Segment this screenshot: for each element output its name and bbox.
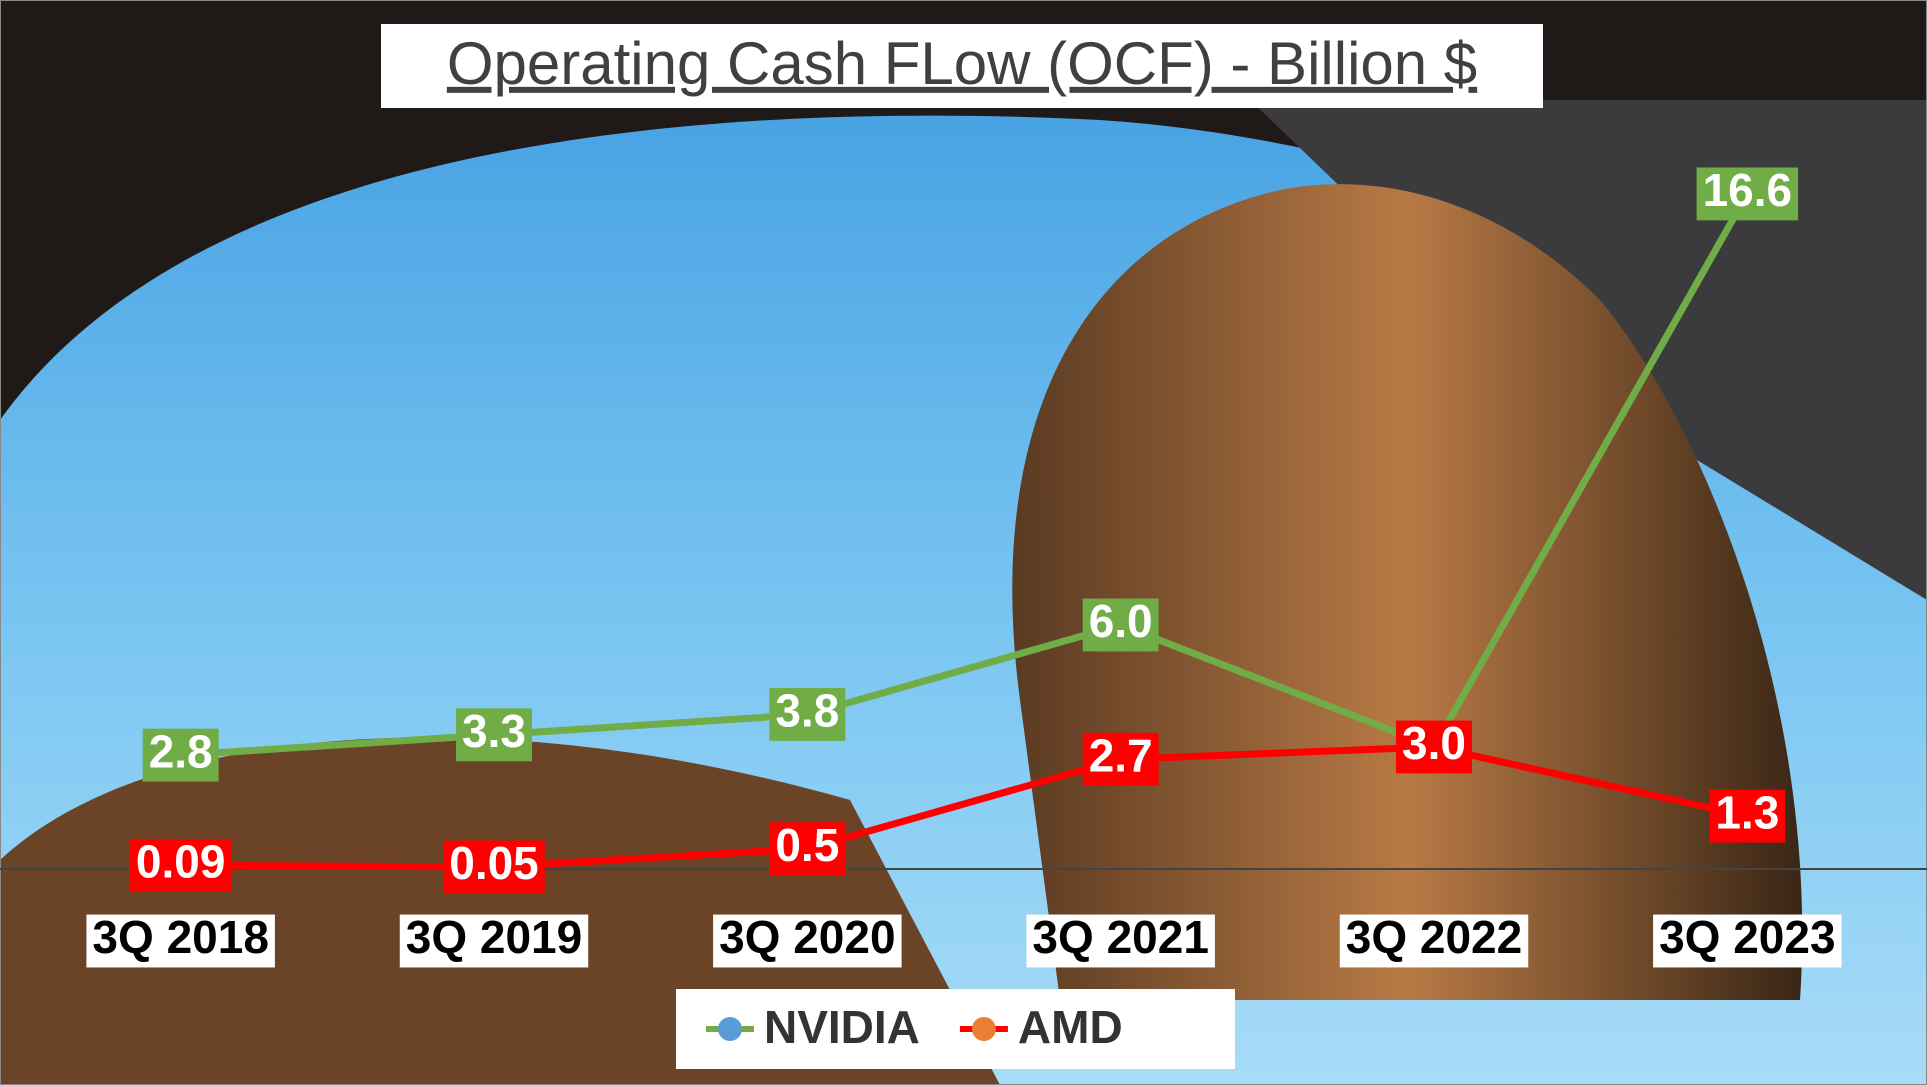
data-label-box — [1082, 598, 1159, 652]
x-tick-label-box — [399, 914, 589, 968]
legend-label: AMD — [1018, 1001, 1123, 1053]
x-tick-label: 3Q 2022 — [1346, 911, 1522, 963]
data-label-box — [142, 728, 219, 782]
legend-marker — [718, 1017, 742, 1041]
data-label-box — [769, 822, 846, 876]
data-label: 0.5 — [775, 819, 839, 871]
title-box — [381, 24, 1543, 108]
x-tick-label-box — [713, 914, 902, 968]
x-tick-label-box — [1026, 914, 1215, 968]
x-tick-label: 3Q 2023 — [1659, 911, 1835, 963]
series-line — [180, 743, 1749, 871]
data-label-box — [1082, 732, 1159, 786]
data-label-box — [129, 838, 232, 892]
data-label-box — [443, 840, 545, 894]
data-label-box — [1696, 167, 1799, 221]
data-label: 3.3 — [462, 705, 526, 757]
legend-label: NVIDIA — [764, 1001, 920, 1053]
x-tick-label-box — [1653, 914, 1842, 968]
x-tick-label: 3Q 2019 — [406, 911, 582, 963]
data-label: 1.3 — [1715, 786, 1779, 838]
data-label-box — [769, 688, 846, 741]
data-label: 3.0 — [1402, 717, 1466, 769]
series-line — [180, 192, 1751, 759]
data-label: 2.7 — [1089, 729, 1153, 781]
legend-box — [676, 989, 1235, 1069]
legend-marker — [971, 1017, 996, 1041]
x-tick-label: 3Q 2018 — [92, 911, 268, 963]
x-tick-label: 3Q 2021 — [1032, 911, 1208, 963]
x-tick-label: 3Q 2020 — [719, 911, 895, 963]
data-label-box — [1709, 789, 1786, 843]
chart-title: Operating Cash FLow (OCF) - Billion $ — [447, 30, 1477, 97]
data-label: 3.8 — [775, 685, 839, 737]
data-label-box — [456, 708, 532, 762]
data-label: 2.8 — [149, 725, 213, 777]
data-label-box — [1396, 720, 1472, 774]
data-label: 16.6 — [1703, 164, 1793, 216]
data-label: 6.0 — [1089, 595, 1153, 647]
data-label: 0.05 — [449, 837, 539, 889]
x-tick-label-box — [86, 914, 275, 968]
data-label: 0.09 — [136, 835, 226, 887]
x-tick-label-box — [1339, 914, 1529, 968]
